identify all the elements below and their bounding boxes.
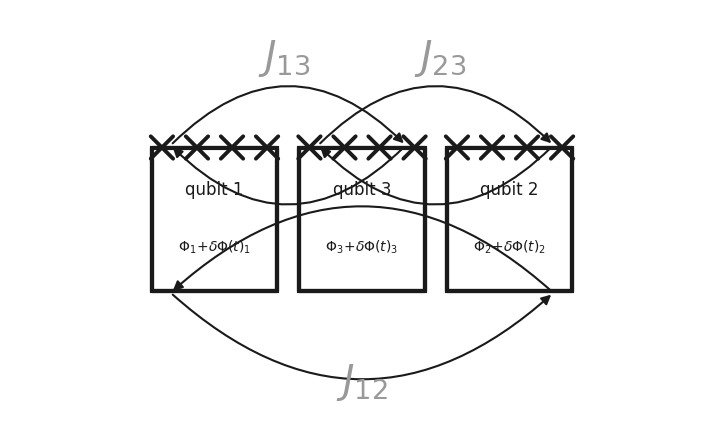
Text: $J_{23}$: $J_{23}$	[414, 38, 466, 79]
Bar	[447, 148, 572, 291]
FancyArrowPatch shape	[173, 295, 550, 379]
Bar	[152, 148, 277, 291]
FancyArrowPatch shape	[174, 147, 404, 204]
FancyArrowPatch shape	[320, 86, 550, 143]
FancyArrowPatch shape	[174, 207, 551, 291]
Text: qubit 2: qubit 2	[480, 181, 539, 199]
Text: qubit 1: qubit 1	[185, 181, 244, 199]
Text: $\Phi_3\!+\!\delta\Phi(t)_3$: $\Phi_3\!+\!\delta\Phi(t)_3$	[325, 239, 399, 256]
FancyArrowPatch shape	[172, 86, 402, 143]
Bar	[300, 148, 424, 291]
Bar	[154, 147, 275, 160]
Bar	[302, 147, 422, 160]
Text: qubit 3: qubit 3	[333, 181, 391, 199]
FancyArrowPatch shape	[322, 147, 552, 204]
Text: $\Phi_2\!+\!\delta\Phi(t)_2$: $\Phi_2\!+\!\delta\Phi(t)_2$	[473, 239, 546, 256]
Bar	[449, 147, 570, 160]
Text: $\Phi_1\!+\!\delta\Phi(t)_1$: $\Phi_1\!+\!\delta\Phi(t)_1$	[178, 239, 251, 256]
Bar	[300, 148, 424, 291]
Text: $J_{12}$: $J_{12}$	[336, 362, 388, 403]
Bar	[152, 148, 277, 291]
Bar	[447, 148, 572, 291]
Text: $J_{13}$: $J_{13}$	[258, 38, 310, 79]
